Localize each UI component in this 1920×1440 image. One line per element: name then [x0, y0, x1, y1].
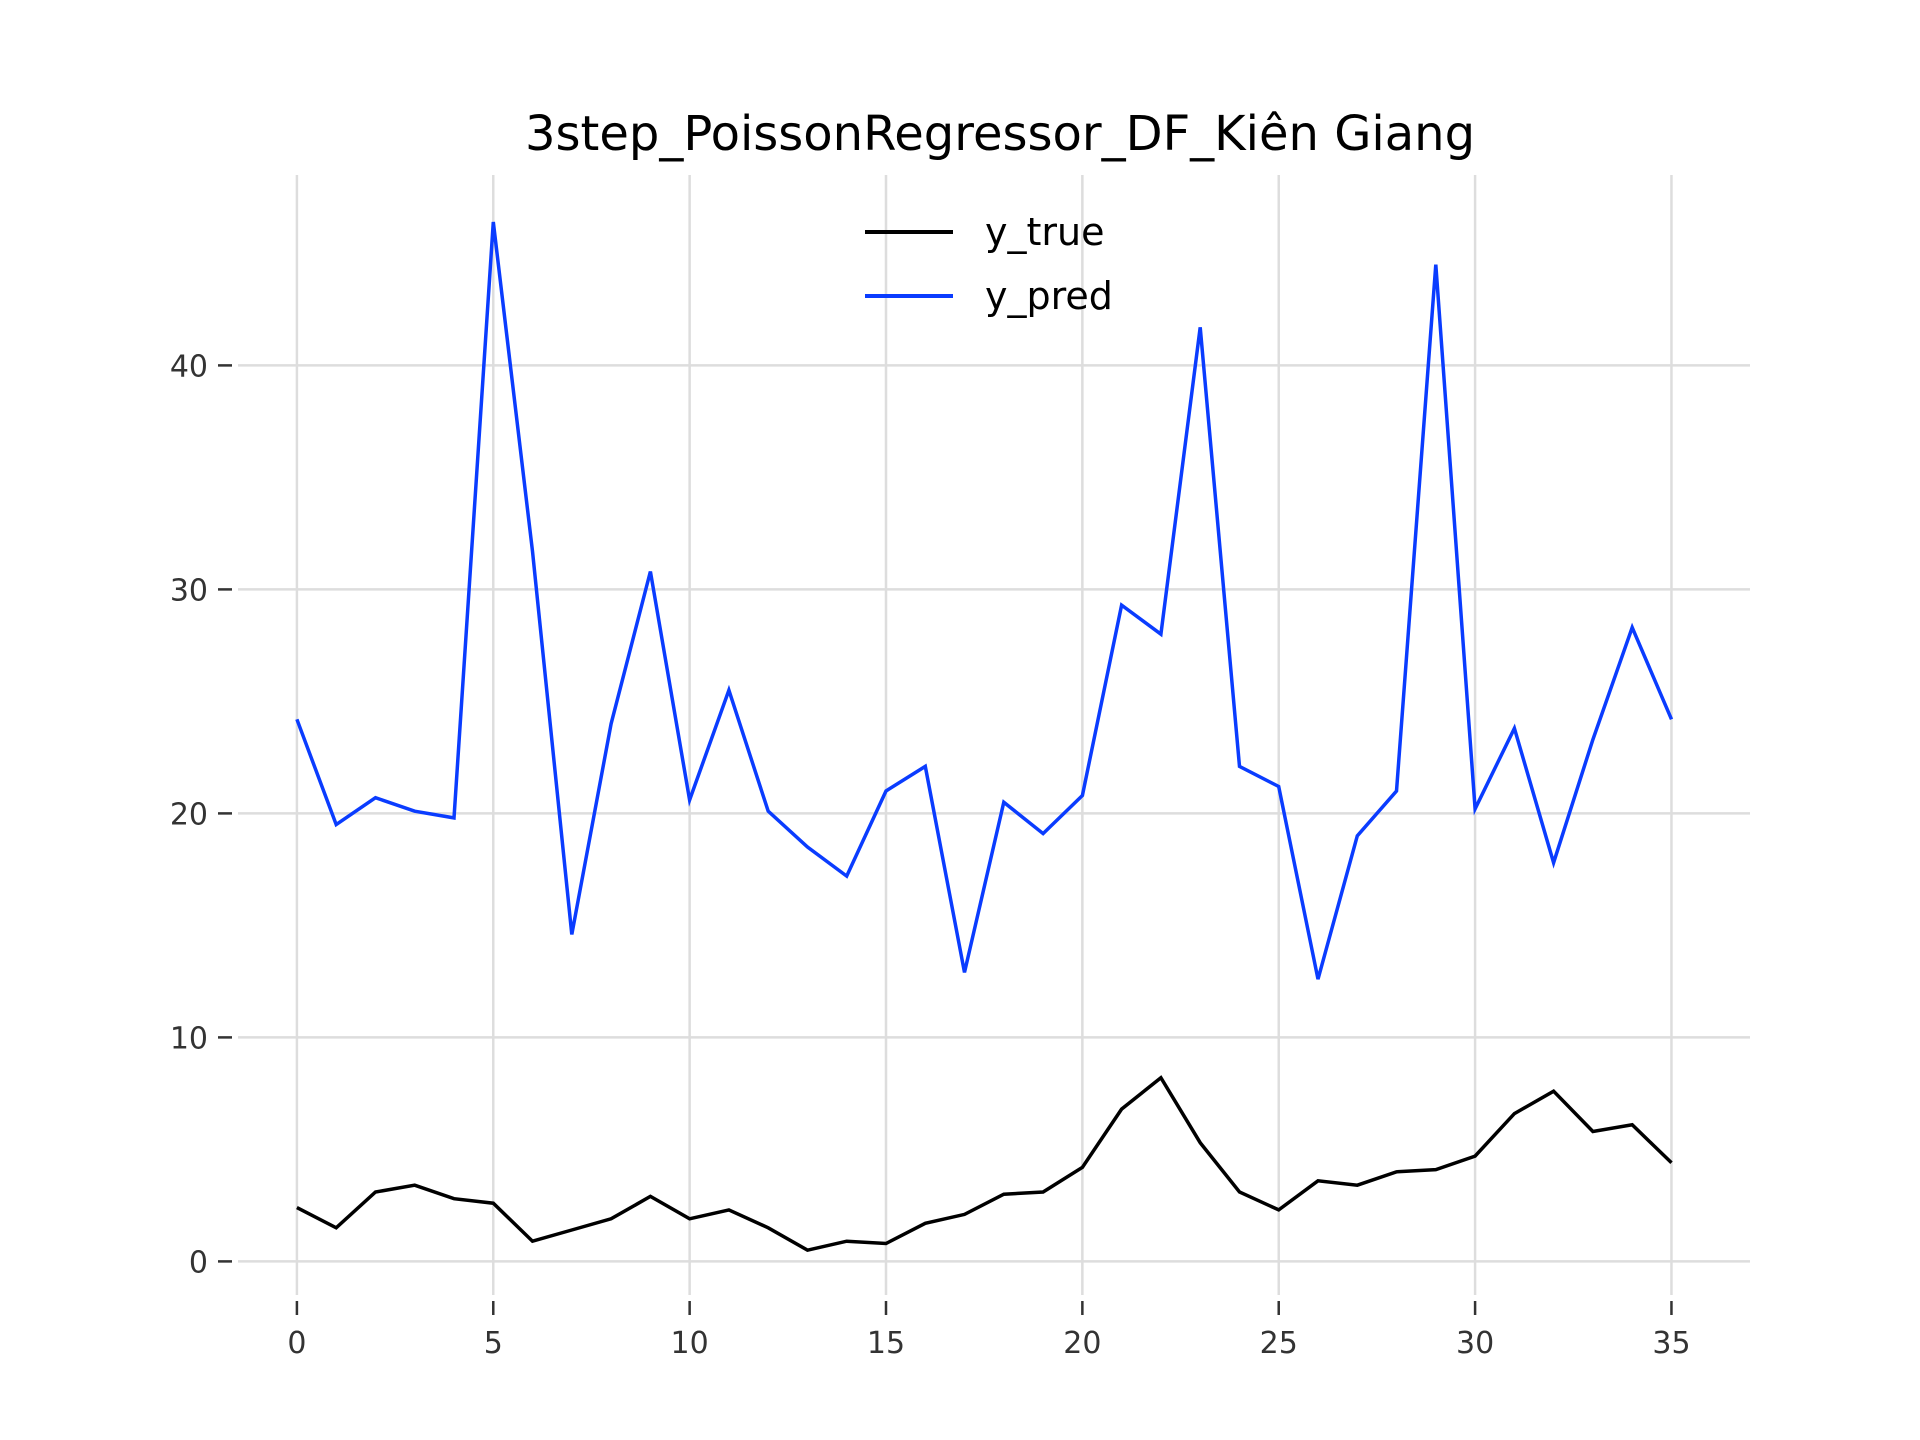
legend-label: y_true: [985, 210, 1104, 254]
x-tick-label: 15: [867, 1326, 905, 1361]
y-tick-label: 40: [170, 349, 208, 384]
y-tick-label: 10: [170, 1021, 208, 1056]
series-line-y-pred: [295, 221, 1674, 980]
legend-label: y_pred: [985, 274, 1113, 318]
series-line-y-true: [296, 1075, 1673, 1253]
y-tick-label: 30: [170, 573, 208, 608]
series-lines: [295, 221, 1674, 1253]
x-tick-label: 20: [1063, 1326, 1101, 1361]
y-tick-label: 20: [170, 797, 208, 832]
x-tick-label: 25: [1260, 1326, 1298, 1361]
x-tick-label: 30: [1456, 1326, 1494, 1361]
x-tick-label: 5: [484, 1326, 503, 1361]
x-tick-label: 35: [1652, 1326, 1690, 1361]
axis-ticks: 0 5 10 15 20 25 30 35 0 10 20 30 40: [170, 349, 1691, 1361]
legend: y_true y_pred: [865, 210, 1113, 318]
x-tick-label: 10: [671, 1326, 709, 1361]
x-tick-label: 0: [287, 1326, 306, 1361]
grid: [238, 175, 1750, 1295]
y-tick-label: 0: [189, 1245, 208, 1280]
chart-title: 3step_PoissonRegressor_DF_Kiên Giang: [525, 106, 1475, 162]
